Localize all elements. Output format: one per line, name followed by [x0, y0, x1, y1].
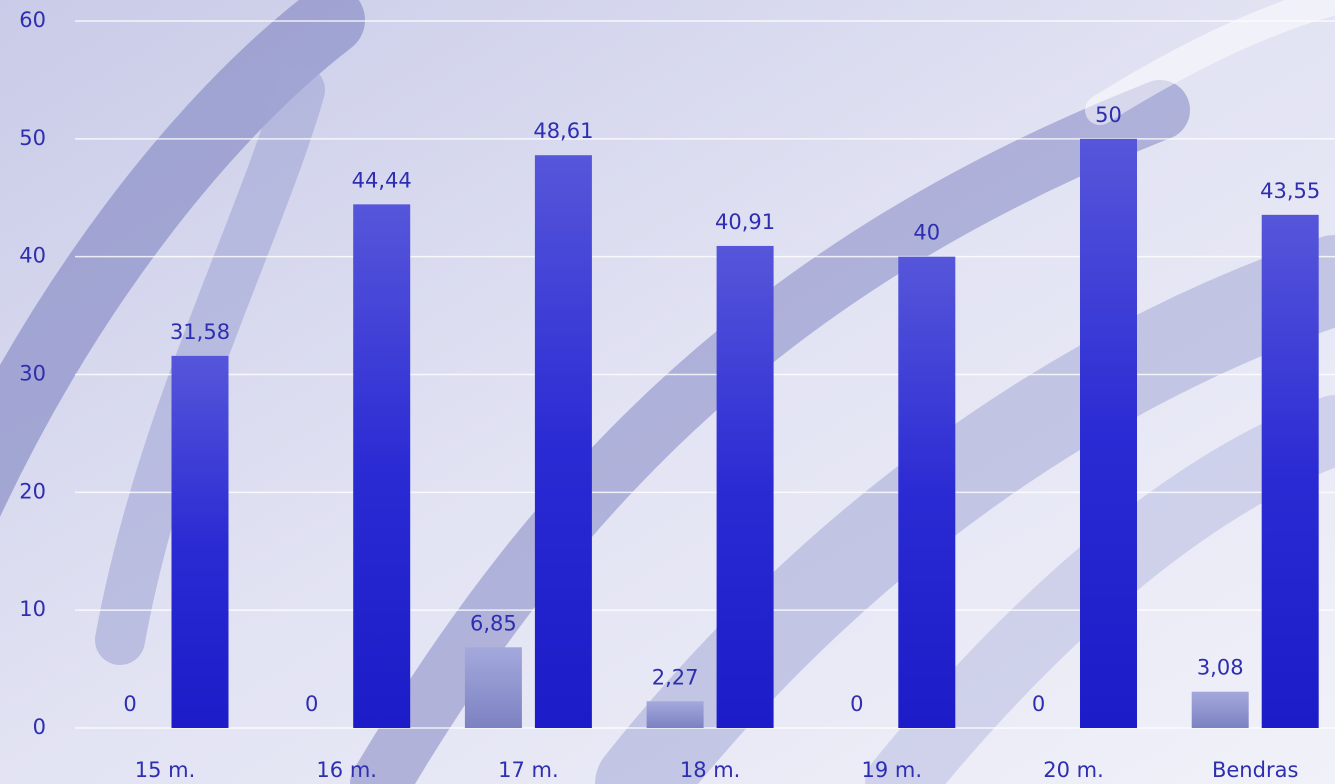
value-label: 31,58 [170, 320, 230, 344]
bar [1191, 691, 1249, 728]
y-tick-label: 20 [19, 479, 46, 503]
x-tick-label: 19 m. [862, 758, 923, 782]
bar [716, 245, 774, 728]
x-tick-label: 17 m. [498, 758, 559, 782]
x-tick-label: Bendras [1212, 758, 1298, 782]
value-label: 40 [913, 221, 940, 245]
value-label: 43,55 [1260, 179, 1320, 203]
value-label: 3,08 [1197, 656, 1244, 680]
value-label: 0 [1032, 692, 1045, 716]
value-label: 44,44 [352, 168, 412, 192]
value-label: 6,85 [470, 611, 517, 635]
y-tick-label: 30 [19, 362, 46, 386]
y-tick-label: 50 [19, 126, 46, 150]
bar [1261, 214, 1319, 729]
value-label: 0 [123, 692, 136, 716]
bar [1080, 138, 1137, 729]
value-label: 50 [1095, 103, 1122, 127]
value-label: 48,61 [533, 119, 593, 143]
bar [646, 701, 704, 728]
value-label: 2,27 [652, 665, 699, 689]
x-tick-label: 20 m. [1043, 758, 1104, 782]
x-tick-label: 18 m. [680, 758, 741, 782]
y-tick-label: 10 [19, 597, 46, 621]
x-tick-label: 16 m. [316, 758, 377, 782]
value-label: 0 [850, 692, 863, 716]
bar [898, 256, 956, 728]
bar [464, 647, 522, 728]
y-tick-label: 60 [19, 8, 46, 32]
y-tick-label: 0 [33, 715, 46, 739]
value-label: 40,91 [715, 210, 775, 234]
bar [534, 155, 592, 729]
bar [171, 355, 229, 728]
value-label: 0 [305, 692, 318, 716]
x-tick-label: 15 m. [135, 758, 196, 782]
y-tick-label: 40 [19, 244, 46, 268]
bar [353, 204, 411, 729]
